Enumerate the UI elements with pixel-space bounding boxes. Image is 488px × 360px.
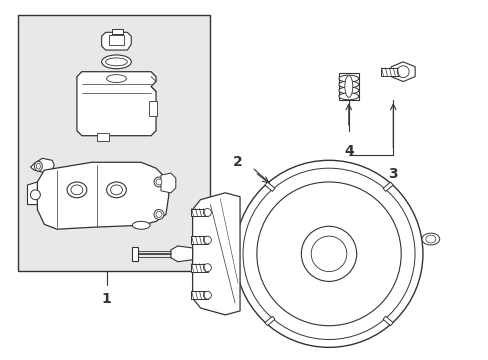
Circle shape: [203, 264, 211, 271]
Ellipse shape: [106, 75, 126, 82]
Ellipse shape: [154, 177, 163, 187]
Circle shape: [235, 160, 422, 347]
Bar: [190, 291, 208, 299]
Ellipse shape: [34, 161, 42, 171]
Ellipse shape: [338, 75, 358, 82]
Bar: [132, 247, 138, 261]
Ellipse shape: [154, 210, 163, 219]
Bar: [97, 133, 108, 141]
Polygon shape: [170, 246, 192, 262]
Ellipse shape: [67, 182, 87, 198]
Text: 4: 4: [343, 144, 353, 158]
Polygon shape: [77, 72, 156, 136]
Circle shape: [243, 168, 414, 339]
Polygon shape: [192, 193, 240, 315]
Polygon shape: [264, 316, 274, 326]
Bar: [190, 264, 208, 271]
Ellipse shape: [338, 93, 358, 100]
Ellipse shape: [102, 55, 131, 69]
Bar: [18, 15, 210, 271]
Ellipse shape: [338, 87, 358, 94]
Circle shape: [30, 190, 41, 200]
Bar: [111, 30, 123, 34]
Ellipse shape: [36, 163, 41, 169]
Polygon shape: [161, 173, 175, 193]
Circle shape: [301, 226, 356, 282]
Circle shape: [203, 208, 211, 216]
Ellipse shape: [110, 185, 122, 195]
Ellipse shape: [421, 233, 439, 245]
Ellipse shape: [106, 182, 126, 198]
Circle shape: [310, 236, 346, 271]
Polygon shape: [37, 162, 168, 229]
Ellipse shape: [425, 235, 435, 243]
Ellipse shape: [132, 221, 150, 229]
Circle shape: [396, 66, 408, 78]
Polygon shape: [382, 182, 392, 192]
Polygon shape: [390, 62, 414, 82]
Ellipse shape: [156, 179, 162, 185]
Bar: [190, 208, 208, 216]
Circle shape: [256, 182, 400, 326]
Ellipse shape: [105, 58, 127, 66]
Bar: [108, 35, 124, 45]
Ellipse shape: [156, 212, 162, 217]
Bar: [190, 236, 208, 244]
Bar: [149, 101, 157, 116]
Text: 2: 2: [233, 155, 243, 169]
Polygon shape: [27, 180, 44, 204]
Ellipse shape: [71, 185, 82, 195]
Polygon shape: [102, 32, 131, 50]
Ellipse shape: [344, 76, 352, 97]
Polygon shape: [264, 182, 274, 192]
Polygon shape: [382, 316, 392, 326]
Ellipse shape: [338, 81, 358, 88]
Text: 1: 1: [102, 292, 111, 306]
Bar: [338, 73, 358, 100]
Circle shape: [203, 291, 211, 299]
Bar: [381, 68, 402, 76]
Circle shape: [203, 236, 211, 244]
Polygon shape: [30, 158, 54, 172]
Text: 3: 3: [387, 167, 397, 181]
